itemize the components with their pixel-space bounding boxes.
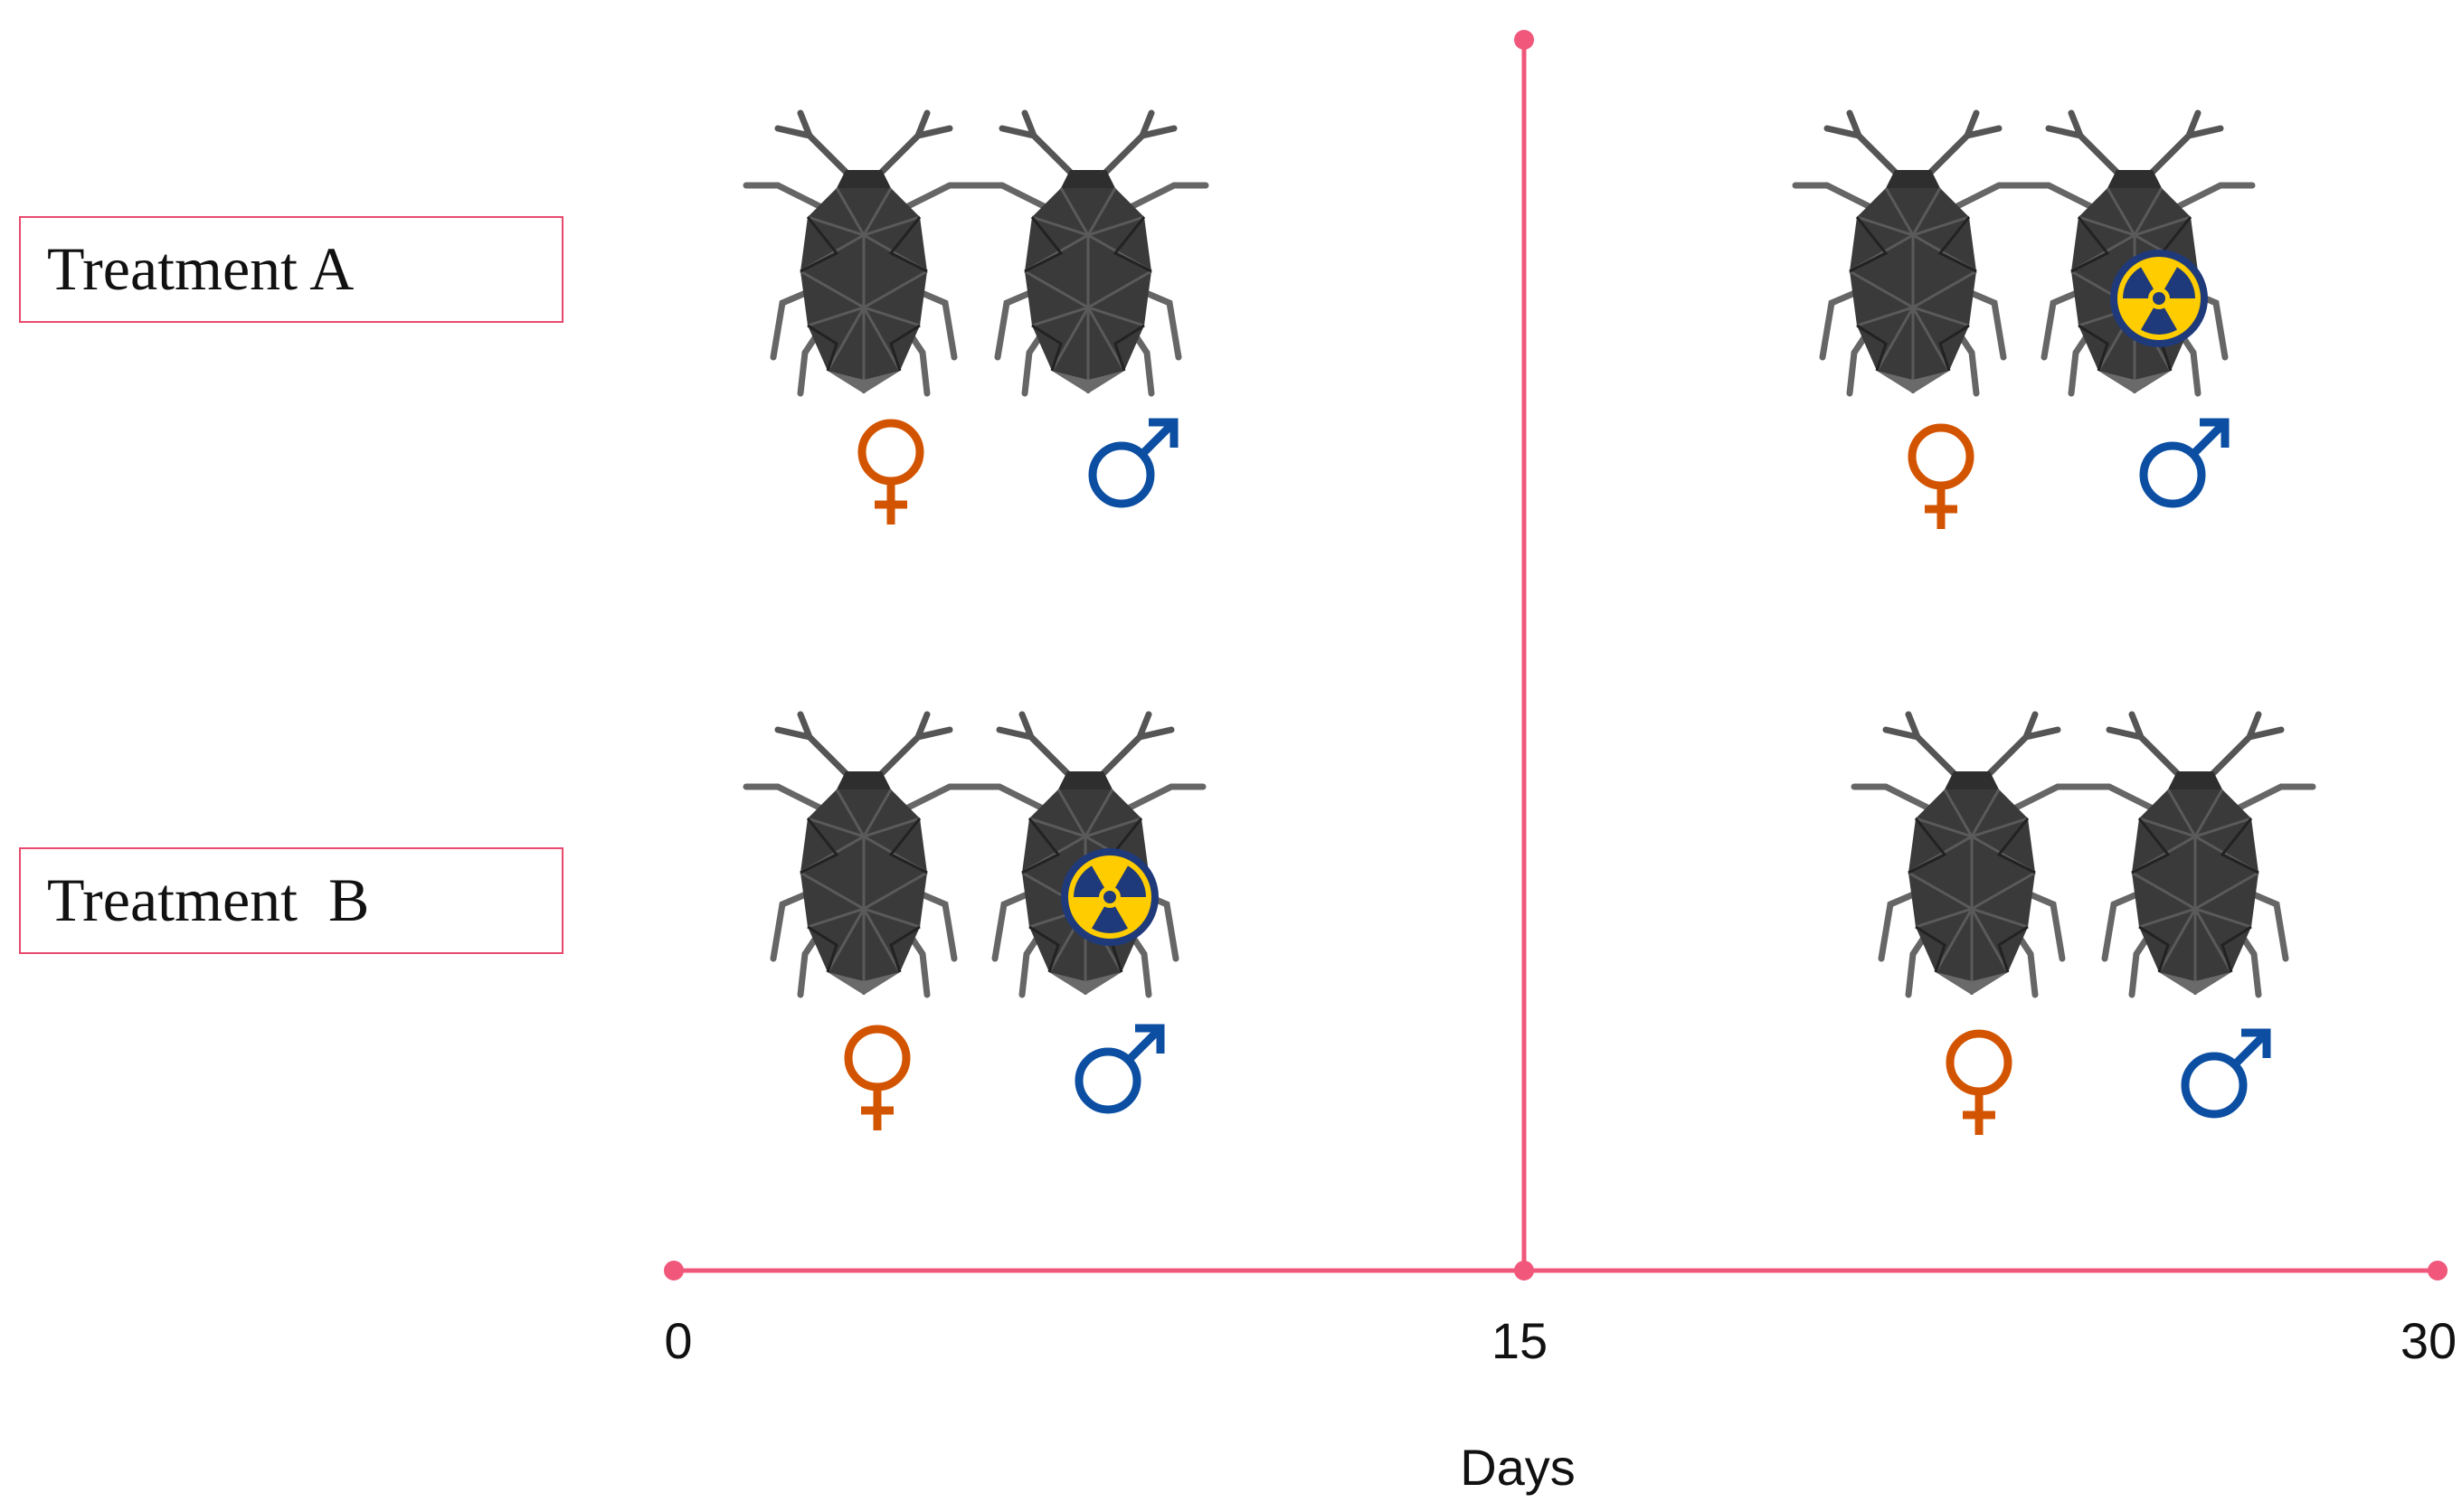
radiation-icon: [1061, 848, 1159, 946]
axis-point-start: [664, 1261, 684, 1280]
stink-bug-icon: [1795, 113, 2031, 393]
axis-point-end: [2428, 1261, 2448, 1280]
divider-top-point: [1514, 30, 1534, 50]
female-symbol-icon: [1950, 1034, 2008, 1135]
treatment-a-label: Treatment A: [47, 234, 354, 303]
stink-bug-icon: [2017, 113, 2252, 393]
female-symbol-icon: [1912, 428, 1970, 529]
male-symbol-icon: [1093, 422, 1174, 504]
male-symbol-icon: [1079, 1028, 1160, 1110]
axis-title: Days: [1460, 1439, 1576, 1496]
tick-label-15: 15: [1491, 1312, 1548, 1369]
timeline-axis: 0 15 30 Days: [664, 30, 2457, 1496]
stink-bug-icon: [1854, 714, 2089, 995]
stink-bug-icon: [2078, 714, 2313, 995]
female-symbol-icon: [848, 1029, 906, 1130]
treatment-b-label-box: Treatment B: [19, 847, 563, 954]
stink-bug-icon: [971, 113, 1206, 393]
tick-label-30: 30: [2400, 1312, 2457, 1369]
stink-bug-icon: [968, 714, 1203, 995]
treatment-b-label: Treatment B: [47, 865, 369, 934]
stink-bug-icon: [746, 714, 981, 995]
tick-label-0: 0: [664, 1312, 692, 1369]
radiation-icon: [2110, 250, 2208, 347]
female-symbol-icon: [862, 423, 920, 524]
stink-bug-icon: [746, 113, 981, 393]
axis-point-mid: [1514, 1261, 1534, 1280]
male-symbol-icon: [2185, 1033, 2267, 1114]
male-symbol-icon: [2144, 422, 2225, 504]
treatment-a-label-box: Treatment A: [19, 216, 563, 323]
